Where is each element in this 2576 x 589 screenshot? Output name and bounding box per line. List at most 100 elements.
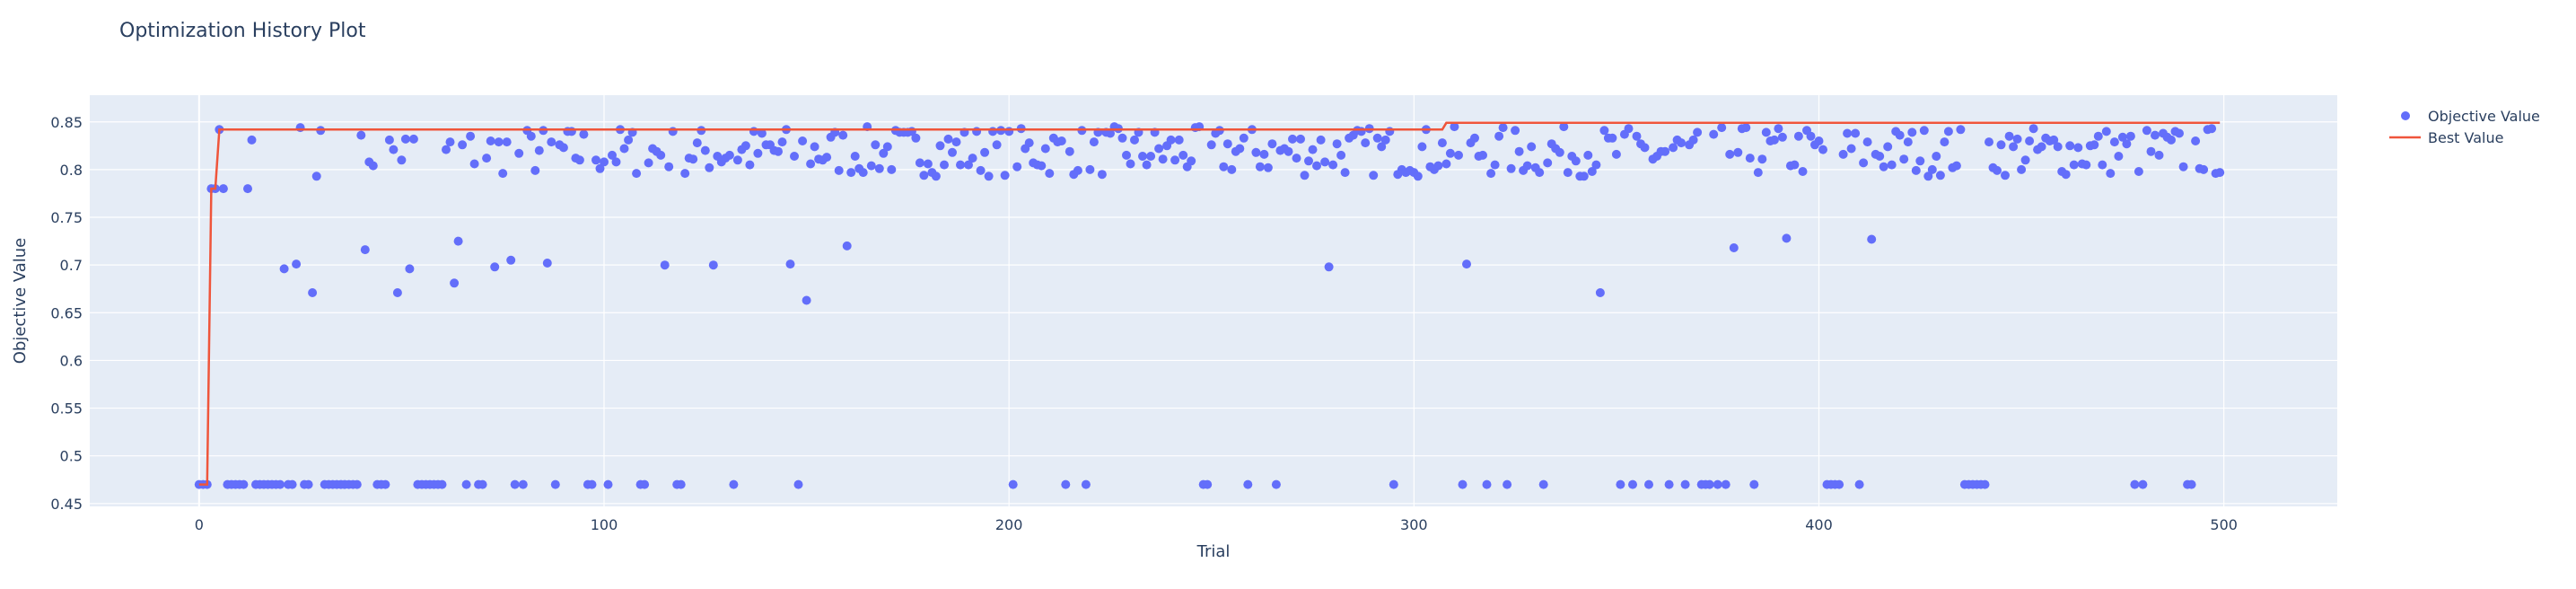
trial-point	[1312, 161, 1321, 171]
trial-point	[1506, 163, 1516, 173]
trial-point	[1490, 160, 1500, 170]
trial-point	[2130, 479, 2140, 489]
trial-point	[1846, 144, 1856, 154]
trial-point	[506, 255, 516, 265]
trial-point	[368, 161, 378, 171]
trial-point	[1316, 135, 1326, 145]
chart-title: Optimization History Plot	[119, 20, 366, 42]
trial-point	[948, 147, 957, 157]
trial-point	[1450, 122, 1459, 132]
trial-point	[400, 134, 410, 144]
trial-point	[919, 171, 929, 180]
trial-point	[644, 158, 653, 168]
trial-point	[247, 135, 257, 145]
trial-point	[740, 141, 750, 151]
x-tick-labels: 0 100 200 300 400 500	[195, 516, 2238, 533]
trial-point	[1219, 162, 1229, 171]
trial-point	[287, 479, 297, 489]
trial-point	[579, 129, 589, 139]
trial-point	[846, 168, 856, 178]
trial-point	[490, 262, 500, 272]
trial-point	[2001, 171, 2010, 180]
y-tick-labels: 0.45 0.5 0.55 0.6 0.65 0.7 0.75 0.8 0.85	[50, 114, 83, 513]
trial-point	[984, 171, 994, 181]
trial-point	[1503, 479, 1512, 489]
trial-point	[1494, 131, 1504, 141]
y-tick-label: 0.7	[60, 257, 83, 274]
trial-point	[619, 144, 629, 154]
trial-point	[1328, 160, 1338, 170]
trial-point	[1296, 134, 1305, 144]
trial-point	[2025, 136, 2035, 145]
trial-point	[988, 127, 998, 136]
trial-point	[1838, 149, 1848, 159]
trial-point	[2053, 142, 2063, 152]
trial-point	[911, 133, 921, 143]
trial-point	[624, 135, 634, 145]
trial-point	[2199, 164, 2209, 174]
trial-point	[1875, 152, 1885, 161]
trial-point	[1369, 171, 1379, 180]
trial-point	[1004, 127, 1014, 136]
trial-point	[2093, 131, 2103, 141]
trial-point	[1559, 122, 1569, 132]
trial-point	[1089, 137, 1099, 147]
trial-point	[1454, 150, 1463, 160]
trial-point	[1235, 144, 1245, 154]
trial-point	[360, 245, 370, 255]
trial-point	[882, 142, 892, 152]
trial-point	[688, 154, 698, 164]
trial-point	[1632, 131, 1642, 141]
trial-point	[1514, 146, 1524, 156]
trial-point	[2109, 137, 2119, 147]
trial-point	[749, 127, 758, 136]
trial-point	[1757, 154, 1767, 164]
trial-point	[1097, 170, 1107, 180]
trial-point	[2020, 155, 2030, 165]
trial-point	[442, 145, 451, 154]
trial-point	[608, 150, 617, 160]
trial-point	[757, 128, 767, 138]
trial-point	[1332, 139, 1342, 149]
trial-point	[1628, 479, 1637, 489]
trial-point	[1895, 130, 1905, 140]
trial-point	[1793, 131, 1803, 141]
trial-point	[956, 160, 965, 170]
trial-point	[1437, 138, 1447, 148]
trial-point	[871, 140, 881, 150]
trial-point	[218, 184, 228, 194]
legend: Objective Value Best Value	[2389, 108, 2540, 146]
trial-point	[458, 140, 468, 150]
y-gridlines	[90, 121, 2337, 505]
trial-point	[1284, 146, 1293, 156]
trial-point	[514, 148, 524, 158]
trial-point	[1263, 163, 1273, 172]
trial-point	[311, 171, 321, 181]
trial-point	[1867, 234, 1877, 244]
trial-point	[1486, 169, 1496, 179]
trial-point	[1243, 479, 1253, 489]
trial-point	[2142, 126, 2151, 136]
trial-point	[550, 479, 560, 489]
trial-point	[793, 479, 803, 489]
trial-point	[2028, 124, 2038, 134]
trial-point	[1777, 132, 1787, 142]
trial-point	[1166, 135, 1176, 145]
trial-point	[2009, 142, 2019, 152]
trial-point	[356, 130, 366, 140]
trial-point	[858, 168, 868, 178]
trial-point	[1498, 123, 1508, 133]
trial-point	[1818, 145, 1827, 154]
trial-point	[2004, 131, 2014, 141]
trial-point	[1538, 479, 1548, 489]
trial-point	[968, 154, 977, 163]
trial-point	[1923, 171, 1933, 181]
trial-point	[1814, 136, 1824, 145]
trial-point	[972, 127, 982, 136]
y-tick-label: 0.55	[50, 400, 83, 418]
trial-point	[887, 164, 897, 174]
trial-point	[611, 157, 621, 167]
trial-point	[1361, 138, 1371, 148]
y-tick-label: 0.8	[60, 162, 83, 179]
trial-point	[1782, 233, 1792, 243]
